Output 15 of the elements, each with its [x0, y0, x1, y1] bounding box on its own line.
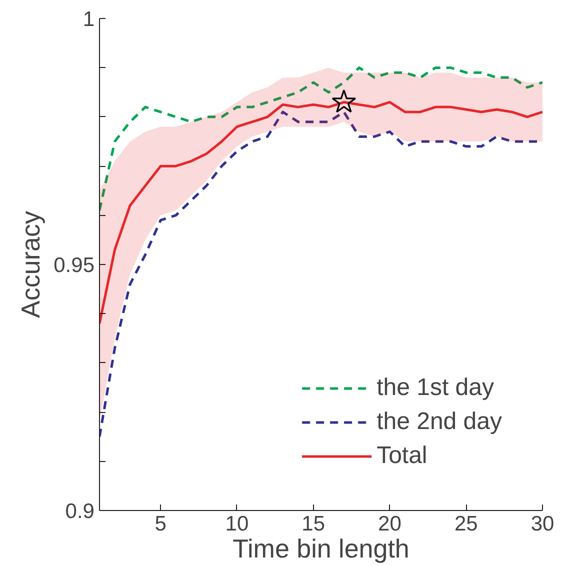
legend-label: the 2nd day: [376, 408, 502, 436]
x-tick-label: 25: [454, 512, 478, 536]
legend-label: the 1st day: [376, 374, 494, 402]
y-axis-title: Accuracy: [16, 211, 46, 318]
x-tick-label: 30: [530, 512, 554, 536]
x-tick-label: 20: [378, 512, 402, 536]
legend-label: Total: [376, 442, 428, 470]
y-tick-label: 0.95: [54, 254, 95, 277]
line-series: [100, 66, 542, 212]
x-axis-title: Time bin length: [232, 534, 410, 564]
y-tick-label: 0.9: [65, 500, 95, 523]
x-tick-label: 10: [225, 512, 249, 536]
x-tick-label: 15: [302, 512, 326, 536]
x-tick-label: 5: [154, 512, 166, 536]
y-tick-label: 1: [82, 8, 95, 31]
